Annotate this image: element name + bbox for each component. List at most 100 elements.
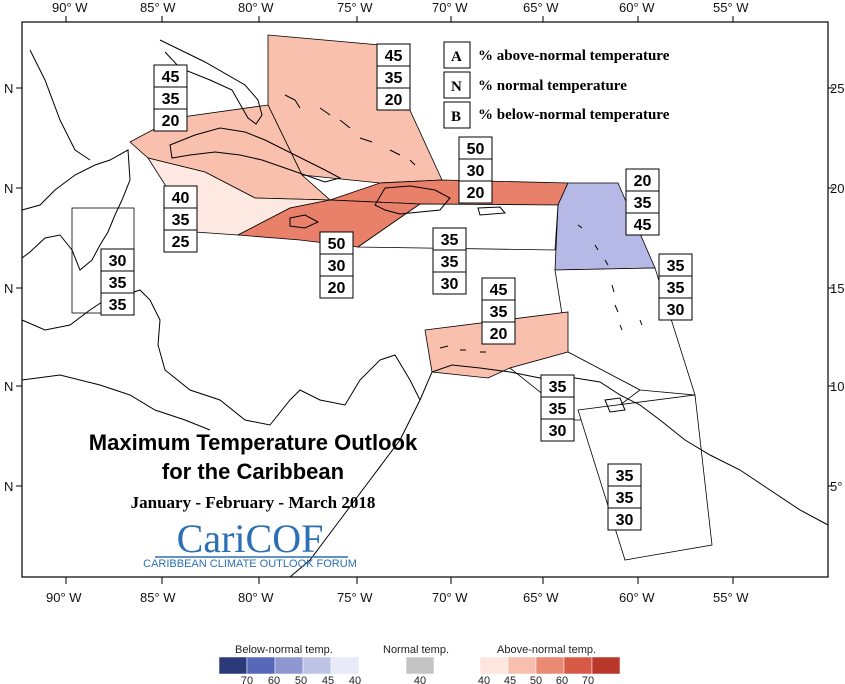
region-value-trinidad: 35 [549, 401, 567, 418]
value-box [458, 180, 493, 204]
lon-label: 65° W [523, 0, 559, 15]
lon-label: 90° W [46, 590, 82, 605]
lat-labels-left: N N N N N [4, 81, 13, 494]
region-value-windward-islands: 35 [667, 258, 685, 275]
region-value-belize: 30 [109, 253, 127, 270]
key-letter-a: A [451, 49, 462, 65]
value-box [607, 507, 642, 531]
scale-above-title: Above-normal temp. [497, 644, 596, 656]
scale-swatch-below [302, 656, 332, 675]
value-box [153, 108, 188, 132]
region-value-cuba: 20 [162, 113, 180, 130]
region-value-cayman-west: 40 [172, 190, 190, 207]
key-letter-b: B [451, 109, 461, 125]
key-text-below: % below-normal temperature [478, 107, 670, 123]
lon-label: 75° W [337, 590, 373, 605]
region-value-hispaniola-pr: 50 [467, 141, 485, 158]
scale-below-title: Below-normal temp. [235, 644, 333, 656]
region-value-cayman-west: 25 [172, 234, 190, 251]
region-value-cuba: 45 [162, 69, 180, 86]
caricof-logo: CariCOF CARIBBEAN CLIMATE OUTLOOK FORUM [143, 516, 357, 570]
color-scale: Below-normal temp. Normal temp. Above-no… [218, 644, 621, 684]
region-value-caribbean-central: 30 [441, 276, 459, 293]
value-box [540, 418, 575, 442]
scale-swatch-above [479, 656, 509, 675]
scale-normal-title: Normal temp. [383, 644, 449, 656]
scale-swatch-normal [405, 656, 435, 675]
lat-label: N [4, 81, 13, 96]
region-value-caribbean-central: 35 [441, 232, 459, 249]
region-value-belize: 35 [109, 275, 127, 292]
legend-key: A % above-normal temperature N % normal … [443, 41, 670, 129]
scale-tick-above: 40 [478, 675, 490, 684]
lon-label: 70° W [432, 590, 468, 605]
scale-tick-above: 60 [556, 675, 568, 684]
region-value-hispaniola-pr: 30 [467, 163, 485, 180]
value-box [432, 271, 467, 295]
lat-labels-right: 25 20 15 10 5° [830, 81, 844, 494]
scale-tick-below: 50 [295, 675, 307, 684]
value-box [625, 212, 660, 236]
scale-swatch-above [535, 656, 565, 675]
logo-subtext: CARIBBEAN CLIMATE OUTLOOK FORUM [143, 558, 357, 570]
region-value-caribbean-central: 35 [441, 254, 459, 271]
value-box [163, 229, 198, 253]
lon-label: 55° W [713, 0, 749, 15]
scale-tick-below: 45 [322, 675, 334, 684]
region-value-abc-islands: 45 [490, 282, 508, 299]
lat-label: 10 [830, 379, 844, 394]
value-box [319, 275, 354, 299]
value-box [481, 321, 516, 345]
scale-swatch-below [218, 656, 248, 675]
value-box [100, 292, 135, 316]
region-value-hispaniola-pr: 20 [467, 185, 485, 202]
scale-swatch-below [330, 656, 360, 675]
scale-tick-below: 70 [241, 675, 253, 684]
region-central-caribbean [356, 203, 559, 251]
value-boxes: 45 35 20 45 35 20 50 30 20 20 35 45 40 35 25 50 30 20 35 35… [100, 43, 693, 531]
lon-labels-top: 90° W 85° W 80° W 75° W 70° W 65° W 60° … [52, 0, 749, 15]
region-value-abc-islands: 20 [490, 326, 508, 343]
lon-label: 60° W [619, 0, 655, 15]
lat-label: 20 [830, 181, 844, 196]
region-value-lesser-antilles-north: 45 [634, 217, 652, 234]
region-value-bahamas: 35 [385, 70, 403, 87]
lat-label: 15 [830, 281, 844, 296]
region-value-trinidad: 30 [549, 423, 567, 440]
lat-label: N [4, 479, 13, 494]
key-text-above: % above-normal temperature [478, 48, 670, 64]
lon-label: 65° W [523, 590, 559, 605]
key-text-normal: % normal temperature [478, 78, 627, 94]
region-value-guianas: 35 [616, 468, 634, 485]
lon-label: 85° W [140, 0, 176, 15]
region-value-lesser-antilles-north: 35 [634, 195, 652, 212]
lon-label: 80° W [238, 590, 274, 605]
region-value-abc-islands: 35 [490, 304, 508, 321]
region-value-bahamas: 45 [385, 48, 403, 65]
region-value-lesser-antilles-north: 20 [634, 173, 652, 190]
lon-label: 90° W [52, 0, 88, 15]
value-box [658, 297, 693, 321]
scale-swatch-above [563, 656, 593, 675]
region-value-jamaica: 20 [328, 280, 346, 297]
key-letter-n: N [451, 79, 462, 95]
lon-labels-bottom: 90° W 85° W 80° W 75° W 70° W 65° W 60° … [46, 590, 749, 605]
lon-label: 60° W [619, 590, 655, 605]
lat-label: N [4, 281, 13, 296]
region-value-cayman-west: 35 [172, 212, 190, 229]
region-value-jamaica: 50 [328, 236, 346, 253]
scale-tick-normal: 40 [414, 675, 426, 684]
region-value-trinidad: 35 [549, 379, 567, 396]
region-value-guianas: 30 [616, 512, 634, 529]
map-title-line1: Maximum Temperature Outlook [89, 430, 418, 455]
region-value-jamaica: 30 [328, 258, 346, 275]
lon-label: 55° W [713, 590, 749, 605]
region-value-bahamas: 20 [385, 92, 403, 109]
lat-label: 5° [830, 479, 842, 494]
lat-label: N [4, 379, 13, 394]
scale-swatch-below [246, 656, 276, 675]
map-title-line2: for the Caribbean [162, 459, 344, 484]
scale-tick-above: 45 [504, 675, 516, 684]
logo-text: CariCOF [177, 516, 324, 561]
map-period: January - February - March 2018 [131, 493, 376, 512]
